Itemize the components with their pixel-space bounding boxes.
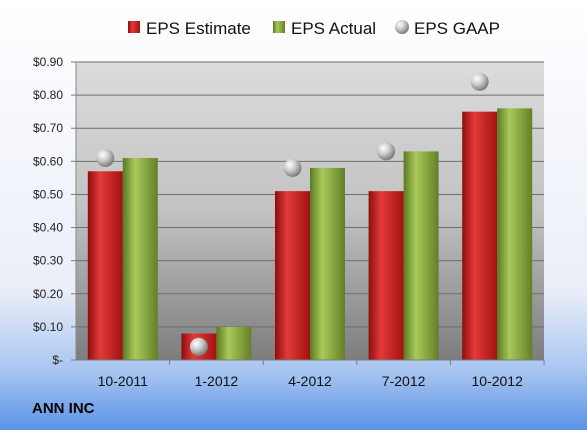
y-tick-label: $0.30 (33, 254, 63, 268)
y-tick-label: $0.20 (33, 287, 63, 301)
eps-actual-bar (216, 326, 252, 360)
eps-actual-bar (310, 167, 345, 360)
x-tick-label: 7-2012 (382, 373, 426, 389)
eps-actual-bar (497, 108, 533, 360)
eps-estimate-bar (462, 111, 498, 361)
y-tick-label: $0.40 (33, 221, 63, 235)
eps-gaap-marker (283, 158, 302, 177)
eps-estimate-bar (87, 171, 123, 360)
eps-gaap-marker (189, 337, 208, 356)
legend-swatch (395, 20, 409, 34)
eps-estimate-bar (368, 191, 404, 360)
eps-gaap-marker (470, 72, 489, 91)
legend-label: EPS GAAP (414, 19, 500, 38)
eps-gaap-marker (96, 149, 115, 168)
eps-estimate-bar (275, 191, 310, 360)
y-tick-label: $0.80 (33, 88, 63, 102)
y-tick-label: $0.10 (33, 320, 63, 334)
x-tick-label: 4-2012 (288, 373, 332, 389)
legend-label: EPS Estimate (146, 19, 251, 38)
y-tick-label: $- (52, 353, 63, 367)
y-tick-label: $0.60 (33, 154, 63, 168)
y-tick-label: $0.70 (33, 121, 63, 135)
y-tick-label: $0.90 (33, 55, 63, 69)
legend-swatch (273, 21, 285, 33)
legend-swatch (128, 21, 140, 33)
eps-actual-bar (122, 158, 158, 360)
x-tick-label: 10-2011 (98, 373, 149, 389)
eps-gaap-marker (377, 142, 396, 161)
x-tick-label: 10-2012 (472, 373, 524, 389)
eps-actual-bar (403, 151, 439, 360)
x-tick-label: 1-2012 (195, 373, 239, 389)
company-name: ANN INC (32, 400, 95, 417)
y-tick-label: $0.50 (33, 187, 63, 201)
legend-label: EPS Actual (291, 19, 376, 38)
